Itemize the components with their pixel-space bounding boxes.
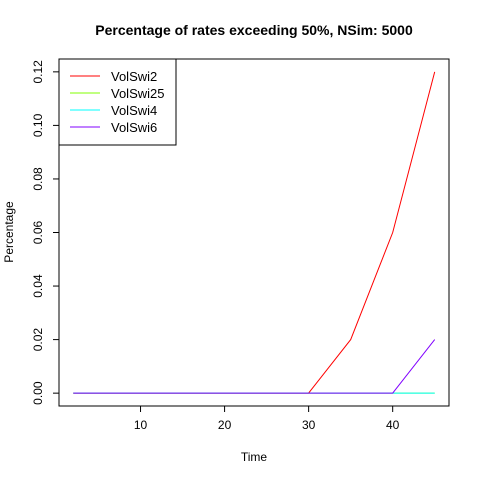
legend-label: VolSwi25 (111, 86, 164, 101)
legend: VolSwi2 VolSwi25 VolSwi4 VolSwi6 (58, 58, 177, 146)
y-tick-label: 0.08 (31, 167, 45, 191)
x-tick-label: 40 (386, 418, 400, 432)
y-tick-label: 0.12 (31, 60, 45, 84)
y-tick-label: 0.02 (31, 328, 45, 352)
y-tick-label: 0.06 (31, 220, 45, 244)
series-line-volswi6 (73, 339, 436, 394)
plot-frame (58, 58, 450, 407)
legend-box (58, 58, 177, 146)
legend-label: VolSwi2 (111, 69, 157, 84)
x-axis-label: Time (241, 450, 268, 464)
x-tick-label: 10 (134, 418, 148, 432)
x-tick-label: 20 (218, 418, 232, 432)
chart-title: Percentage of rates exceeding 50%, NSim:… (95, 22, 413, 38)
y-tick-label: 0.10 (31, 113, 45, 137)
series-layer (73, 71, 436, 394)
y-tick-label: 0.04 (31, 274, 45, 298)
y-axis: 0.00 0.02 0.04 0.06 0.08 0.10 0.12 (31, 60, 60, 405)
legend-label: VolSwi6 (111, 120, 157, 135)
x-tick-label: 30 (302, 418, 316, 432)
legend-label: VolSwi4 (111, 103, 157, 118)
y-axis-label: Percentage (2, 201, 16, 263)
y-tick-label: 0.00 (31, 381, 45, 405)
